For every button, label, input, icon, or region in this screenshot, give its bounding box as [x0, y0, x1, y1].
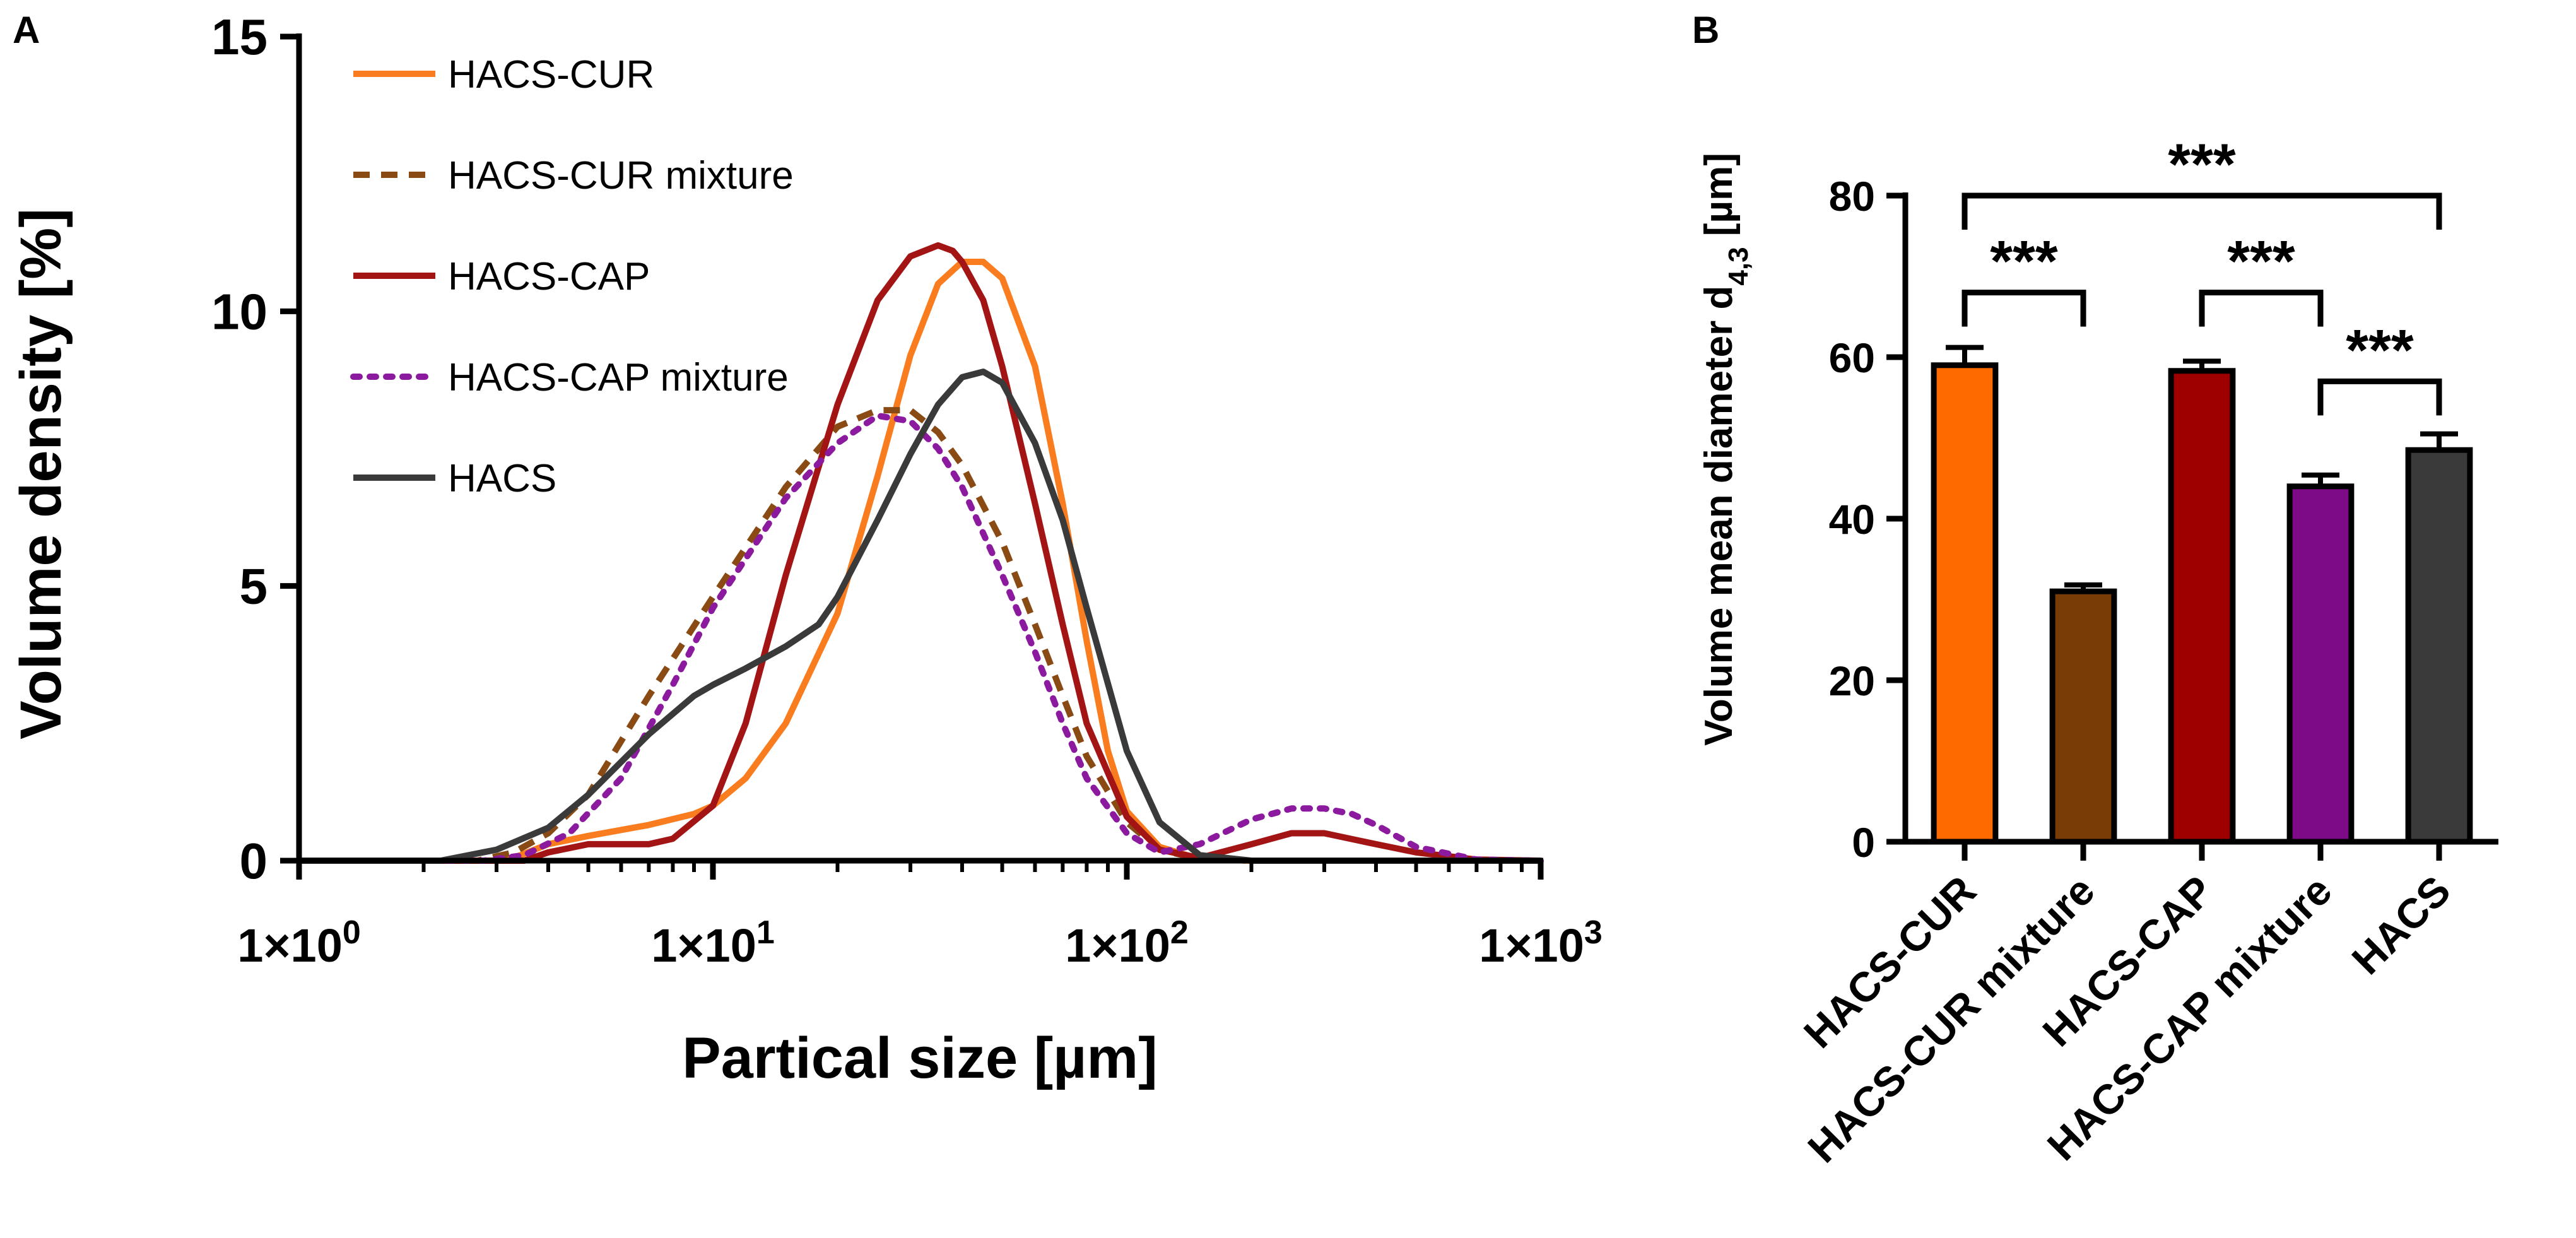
panel-label-a: A [13, 9, 40, 51]
significance-bracket [2199, 290, 2324, 327]
y-tick-label: 15 [211, 9, 268, 65]
bar-hacs-cap-mixture [2286, 483, 2355, 845]
bar-y-tick-label: 20 [1829, 657, 1875, 704]
legend: HACS-CUR HACS-CUR mixture HACS-CAP HACS-CAP… [350, 53, 794, 500]
legend-label: HACS-CUR mixture [448, 154, 794, 197]
x-tick-label: 1×101 [651, 914, 775, 972]
bar-y-tick-label: 60 [1829, 334, 1875, 381]
x-tick-label: 1×103 [1479, 914, 1603, 972]
legend-label: HACS [448, 457, 556, 500]
series-line-hacs-cap-mixture [296, 412, 1544, 864]
y-tick-label: 10 [211, 283, 268, 339]
significance-bracket [1961, 290, 2086, 327]
x-axis-label: Partical size [µm] [682, 1026, 1158, 1090]
significance-bracket [2317, 378, 2442, 416]
series-line-hacs-cap [299, 242, 1541, 864]
bar-y-axis-label-sub: 4,3 [1723, 247, 1754, 285]
bar-hacs [2405, 447, 2473, 845]
series-line-hacs [299, 368, 1541, 864]
bar-hacs-cur [1931, 362, 1999, 845]
legend-label: HACS-CAP [448, 255, 650, 298]
legend-label: HACS-CAP mixture [448, 356, 789, 399]
y-axis-label: Volume density [%] [9, 208, 73, 740]
bar-y-axis-label: Volume mean diameter d4,3 [µm] [1697, 153, 1754, 746]
bar-y-tick-label: 40 [1829, 496, 1875, 543]
bar-y-axis-label-unit: [µm] [1697, 153, 1741, 247]
legend-label: HACS-CUR [448, 53, 654, 97]
bar-category-label: HACS [2343, 867, 2459, 984]
bar-hacs-cap [2168, 368, 2236, 845]
x-tick-label: 1×102 [1065, 914, 1189, 972]
significance-label: *** [2168, 133, 2236, 197]
significance-label: *** [2227, 230, 2295, 294]
panel-label-b: B [1692, 9, 1719, 51]
y-tick-label: 0 [240, 833, 268, 889]
series-line-hacs-cur [299, 259, 1541, 864]
bar-hacs-cur-mixture [2049, 588, 2117, 845]
y-tick-label: 5 [240, 558, 268, 615]
significance-bracket [1961, 192, 2442, 230]
x-tick-label: 1×100 [237, 914, 361, 972]
significance-label: *** [2346, 318, 2414, 382]
bar-y-axis-label-main: Volume mean diameter d [1697, 286, 1741, 746]
bar-y-tick-label: 80 [1829, 173, 1875, 220]
significance-label: *** [1990, 230, 2058, 294]
bar-y-tick-label: 0 [1852, 819, 1875, 866]
